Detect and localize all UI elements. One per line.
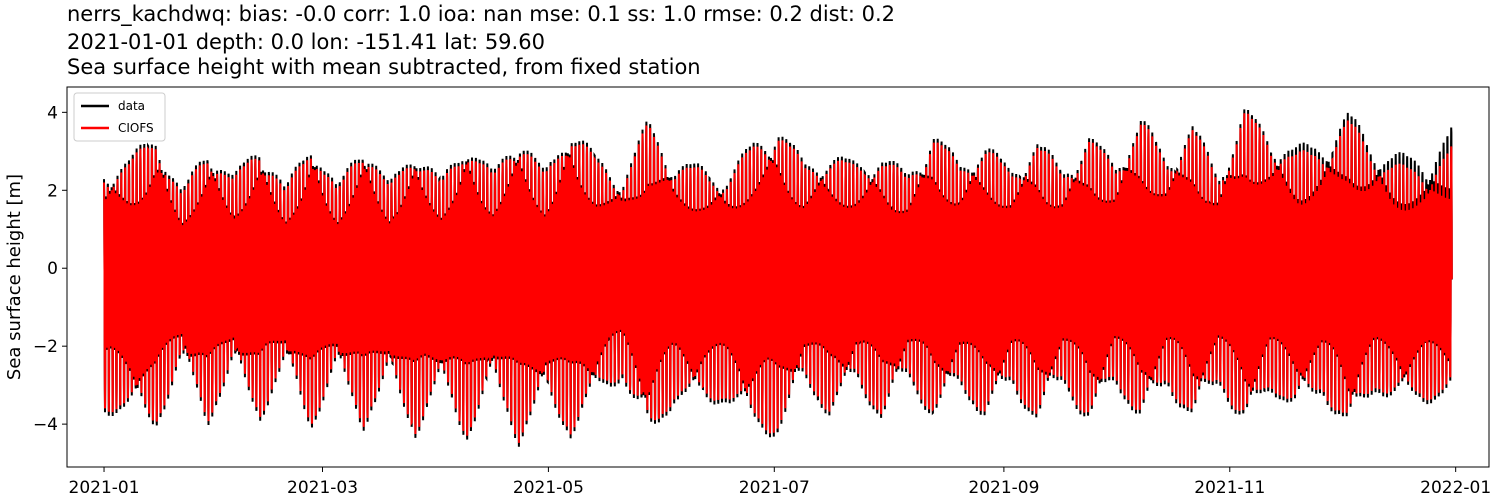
x-tick-label: 2021-11 — [1194, 478, 1265, 498]
x-axis: 2021-01 2021-03 2021-05 2021-07 2021-09 2021-… — [69, 467, 1491, 498]
x-tick-label: 2021-09 — [968, 478, 1039, 498]
x-tick-label: 2021-03 — [287, 478, 358, 498]
y-tick-label: −2 — [33, 337, 58, 357]
y-axis: 4 2 0 −2 −4 — [33, 103, 67, 435]
y-axis-label: Sea surface height [m] — [4, 174, 25, 380]
chart-title-line-1: nerrs_kachdwq: bias: -0.0 corr: 1.0 ioa:… — [67, 2, 895, 26]
x-tick-label: 2022-01 — [1420, 478, 1491, 498]
plot-series-group — [103, 109, 1453, 447]
chart-title-line-2: 2021-01-01 depth: 0.0 lon: -151.41 lat: … — [67, 30, 545, 54]
chart-title-line-3: Sea surface height with mean subtracted,… — [67, 55, 701, 79]
y-tick-label: 0 — [47, 259, 58, 279]
legend-label-ciofs: CIOFS — [118, 121, 154, 135]
legend: data CIOFS — [73, 92, 166, 142]
y-tick-label: −4 — [33, 415, 58, 435]
plot-frame — [66, 86, 1490, 468]
y-tick-label: 4 — [47, 103, 58, 123]
x-tick-label: 2021-05 — [513, 478, 584, 498]
x-tick-label: 2021-01 — [69, 478, 140, 498]
y-tick-label: 2 — [47, 181, 58, 201]
series-line-ciofs — [103, 113, 1453, 443]
x-tick-label: 2021-07 — [739, 478, 810, 498]
legend-label-data: data — [118, 99, 145, 113]
